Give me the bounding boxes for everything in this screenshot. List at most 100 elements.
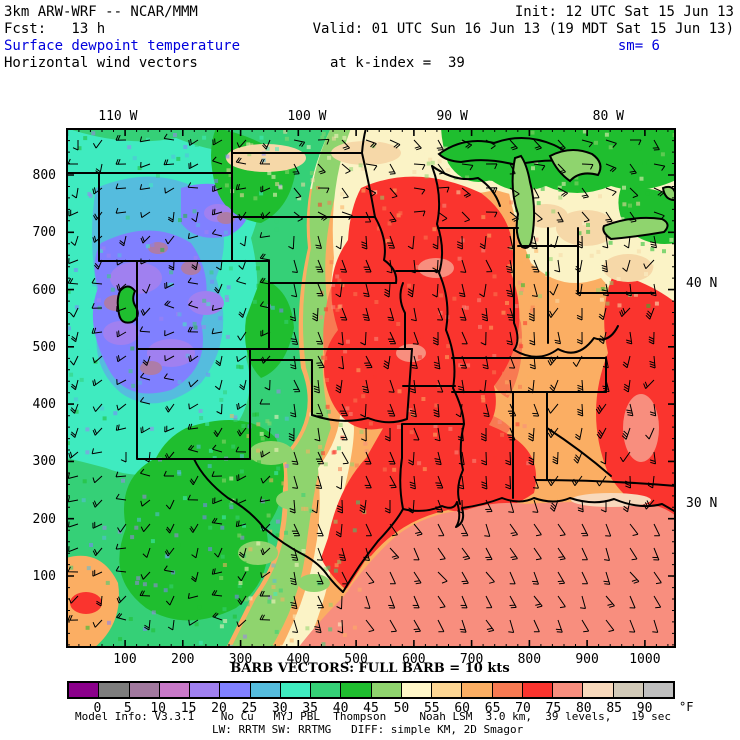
texture-fleck: [335, 307, 340, 312]
texture-fleck: [382, 206, 387, 211]
texture-fleck: [255, 412, 259, 417]
texture-fleck: [192, 209, 197, 214]
texture-fleck: [265, 419, 270, 424]
texture-fleck: [368, 421, 373, 426]
texture-fleck: [193, 137, 197, 142]
texture-fleck: [244, 597, 249, 602]
texture-fleck: [421, 397, 426, 401]
colorbar-tick-label: 90: [636, 701, 653, 716]
texture-fleck: [183, 213, 188, 218]
texture-fleck: [349, 167, 354, 172]
texture-fleck: [224, 183, 229, 188]
texture-fleck: [382, 467, 387, 472]
texture-fleck: [340, 205, 345, 210]
field-spot: [147, 339, 195, 367]
y-tick-label: 400: [32, 397, 56, 413]
x-tick-label: 900: [575, 652, 599, 667]
texture-fleck: [324, 149, 329, 154]
field-spot: [70, 592, 102, 614]
texture-fleck: [464, 305, 469, 310]
texture-fleck: [169, 270, 174, 275]
texture-fleck: [274, 629, 279, 634]
texture-fleck: [604, 132, 609, 137]
texture-fleck: [514, 304, 519, 309]
y-tick-label: 100: [32, 568, 56, 584]
texture-fleck: [585, 214, 590, 219]
texture-fleck: [142, 494, 147, 499]
colorbar-segment: [190, 683, 221, 697]
texture-fleck: [227, 444, 232, 449]
texture-fleck: [164, 554, 169, 559]
texture-fleck: [326, 565, 331, 570]
texture-fleck: [518, 291, 523, 296]
texture-fleck: [210, 486, 215, 491]
texture-fleck: [107, 620, 111, 625]
texture-fleck: [214, 178, 219, 183]
texture-fleck: [205, 421, 210, 426]
colorbar-tick-label: 30: [271, 701, 288, 716]
texture-fleck: [452, 296, 457, 301]
texture-fleck: [645, 191, 650, 196]
texture-fleck: [225, 298, 230, 302]
texture-fleck: [412, 170, 417, 174]
barb-legend-caption: BARB VECTORS: FULL BARB = 10 kts: [230, 661, 510, 676]
texture-fleck: [492, 354, 497, 358]
texture-fleck: [304, 506, 309, 511]
texture-fleck: [285, 170, 290, 174]
colorbar-segment: [371, 683, 402, 697]
lon-label: 90 W: [436, 109, 468, 124]
texture-fleck: [251, 456, 255, 461]
texture-fleck: [106, 253, 111, 258]
texture-fleck: [331, 305, 336, 310]
texture-fleck: [297, 595, 302, 600]
texture-fleck: [257, 460, 261, 465]
texture-fleck: [271, 599, 276, 604]
texture-fleck: [208, 547, 213, 552]
texture-fleck: [159, 316, 164, 321]
texture-fleck: [275, 182, 280, 187]
texture-fleck: [345, 406, 350, 411]
texture-fleck: [331, 450, 336, 455]
texture-fleck: [239, 365, 244, 370]
forecast-hour: Fcst: 13 h: [4, 21, 106, 37]
texture-fleck: [504, 287, 509, 292]
texture-fleck: [267, 171, 272, 176]
texture-fleck: [505, 440, 510, 445]
texture-fleck: [125, 215, 130, 220]
texture-fleck: [507, 264, 512, 269]
texture-fleck: [481, 398, 486, 403]
texture-fleck: [616, 277, 621, 282]
texture-fleck: [413, 303, 418, 308]
texture-fleck: [66, 326, 71, 331]
texture-fleck: [101, 246, 106, 251]
colorbar-tick-label: 15: [180, 701, 197, 716]
texture-fleck: [530, 305, 535, 310]
texture-fleck: [96, 298, 101, 303]
texture-fleck: [457, 342, 462, 347]
texture-fleck: [268, 529, 273, 534]
texture-fleck: [522, 424, 527, 429]
texture-fleck: [248, 596, 253, 601]
x-tick-label: 400: [286, 652, 311, 667]
texture-fleck: [246, 434, 251, 439]
texture-fleck: [423, 235, 428, 240]
texture-fleck: [310, 178, 315, 183]
y-tick-label: 500: [32, 339, 56, 355]
texture-fleck: [356, 198, 361, 203]
texture-fleck: [449, 222, 454, 227]
texture-fleck: [220, 525, 225, 530]
lake-erie: [602, 216, 669, 241]
texture-fleck: [275, 478, 280, 483]
texture-fleck: [118, 164, 123, 169]
texture-fleck: [275, 433, 279, 438]
texture-fleck: [359, 429, 364, 434]
colorbar-segment: [129, 683, 160, 697]
texture-fleck: [551, 209, 556, 214]
texture-fleck: [275, 147, 279, 152]
texture-fleck: [639, 176, 644, 181]
texture-fleck: [239, 193, 244, 198]
texture-fleck: [130, 346, 135, 351]
colorbar-tick-label: 75: [545, 701, 562, 716]
texture-fleck: [91, 131, 96, 136]
texture-fleck: [401, 403, 406, 408]
